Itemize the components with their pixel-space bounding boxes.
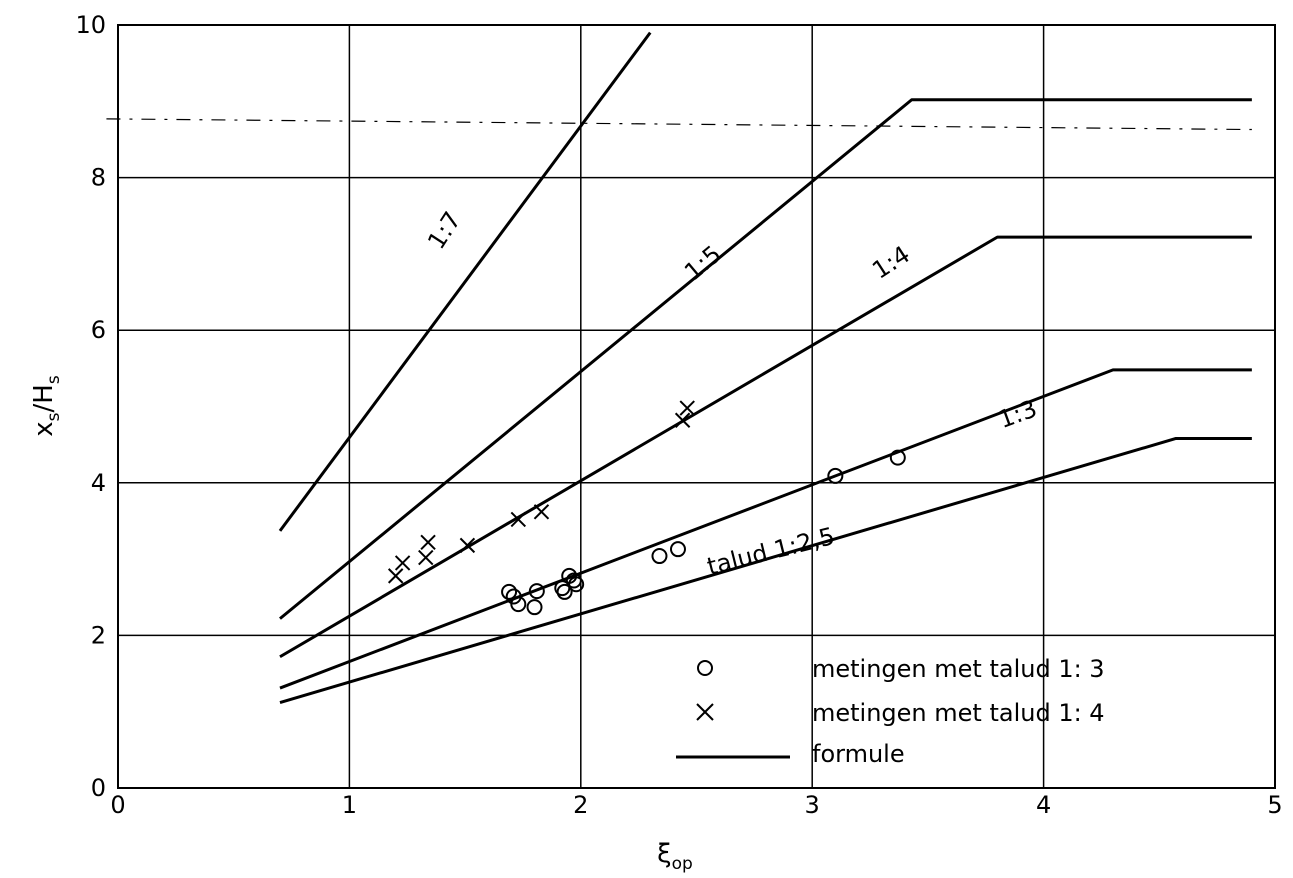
circle-point bbox=[556, 583, 573, 600]
cross-point bbox=[459, 537, 476, 554]
dashed-reference-layer bbox=[106, 118, 1252, 131]
cross-point bbox=[394, 555, 411, 571]
circle-point bbox=[528, 583, 545, 600]
y-axis-label-sub2: s bbox=[44, 375, 64, 384]
series-line-1 bbox=[278, 31, 652, 532]
legend-cross-marker bbox=[696, 703, 714, 721]
series-line-2 bbox=[279, 98, 1252, 620]
y-tick-label: 2 bbox=[91, 621, 106, 649]
circle-point bbox=[669, 541, 686, 558]
cross-point bbox=[674, 412, 691, 428]
y-tick-label: 0 bbox=[91, 774, 106, 802]
circle-point bbox=[501, 583, 518, 600]
y-axis-label-mid: /H bbox=[29, 384, 59, 412]
y-axis-label: xs/Hs bbox=[29, 375, 64, 437]
line-label-3: 1:4 bbox=[867, 240, 915, 285]
cross-point bbox=[533, 504, 550, 520]
series-line-3 bbox=[279, 235, 1252, 659]
line-label-5: talud 1:2,5 bbox=[704, 522, 837, 581]
y-axis-label-main: x bbox=[29, 421, 59, 436]
y-tick-label: 6 bbox=[91, 316, 106, 344]
plot-frame bbox=[117, 24, 1276, 789]
cross-point bbox=[418, 549, 434, 566]
x-tick-labels: 0 1 2 3 4 5 bbox=[110, 791, 1282, 819]
circle-point bbox=[526, 599, 543, 616]
x-axis-label-main: ξ bbox=[657, 839, 672, 869]
x-tick-label: 2 bbox=[573, 791, 588, 819]
y-tick-label: 8 bbox=[91, 164, 106, 192]
circle-point bbox=[651, 548, 668, 565]
y-axis-label-sub1: s bbox=[44, 412, 64, 421]
grid bbox=[118, 25, 1275, 788]
x-tick-label: 4 bbox=[1036, 791, 1051, 819]
legend-label-formule: formule bbox=[812, 740, 905, 768]
series-layer bbox=[278, 31, 1252, 704]
cross-point bbox=[510, 511, 527, 528]
y-tick-label: 4 bbox=[91, 469, 106, 497]
points-layer bbox=[387, 400, 906, 616]
legend-circle-marker bbox=[697, 660, 713, 676]
legend: metingen met talud 1: 3 metingen met tal… bbox=[676, 655, 1105, 768]
x-axis-label: ξop bbox=[657, 839, 693, 874]
cross-point bbox=[420, 534, 436, 551]
dashed-reference-line bbox=[106, 118, 1252, 131]
y-tick-label: 10 bbox=[75, 11, 106, 39]
series-line-5 bbox=[279, 437, 1252, 704]
line-label-2: 1:5 bbox=[679, 240, 727, 286]
y-tick-labels: 0 2 4 6 8 10 bbox=[75, 11, 106, 802]
circle-point bbox=[889, 449, 906, 466]
x-tick-label: 1 bbox=[342, 791, 357, 819]
legend-label-1-4: metingen met talud 1: 4 bbox=[812, 699, 1105, 727]
series-line-4 bbox=[279, 368, 1252, 690]
legend-label-1-3: metingen met talud 1: 3 bbox=[812, 655, 1105, 683]
circle-point bbox=[827, 467, 844, 484]
circle-point bbox=[568, 576, 585, 593]
x-tick-label: 0 bbox=[110, 791, 125, 819]
x-axis-label-sub: op bbox=[672, 854, 693, 874]
circle-point bbox=[510, 596, 527, 613]
cross-point bbox=[387, 568, 404, 584]
line-label-1: 1:7 bbox=[422, 207, 467, 255]
x-tick-label: 3 bbox=[805, 791, 820, 819]
cross-point bbox=[679, 400, 695, 416]
x-tick-label: 5 bbox=[1267, 791, 1282, 819]
